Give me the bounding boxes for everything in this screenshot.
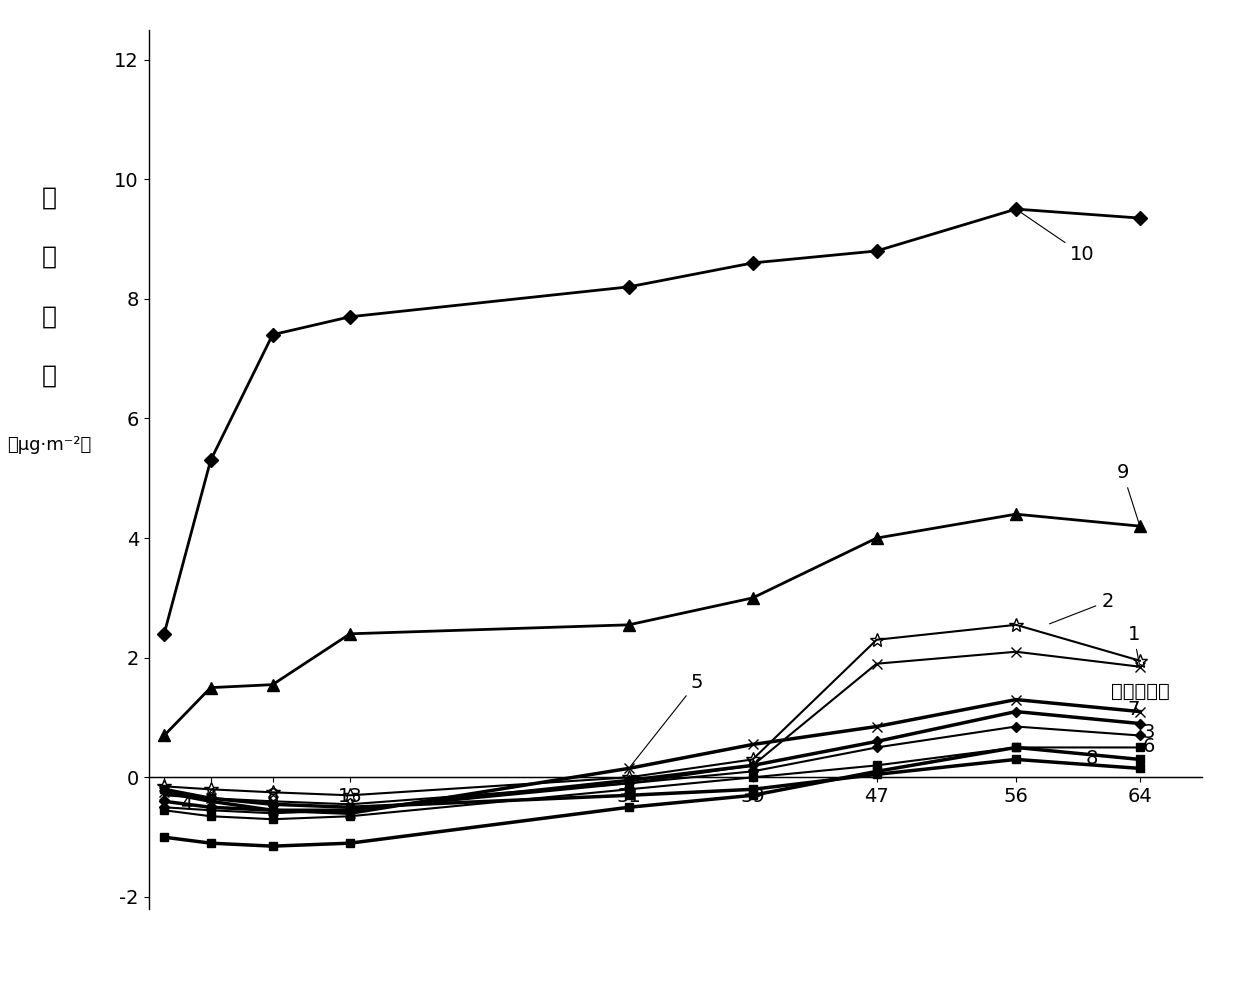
Text: 积: 积 <box>42 245 57 269</box>
Text: 8: 8 <box>1085 749 1098 769</box>
Text: 1: 1 <box>1127 624 1140 664</box>
Text: （μg·m⁻²）: （μg·m⁻²） <box>7 436 92 453</box>
Text: 6: 6 <box>1142 737 1155 756</box>
Text: 5: 5 <box>631 673 704 767</box>
Text: 2: 2 <box>1049 592 1114 623</box>
Text: 10: 10 <box>1018 210 1095 264</box>
Text: 7: 7 <box>1127 700 1140 718</box>
Text: 率: 率 <box>42 364 57 387</box>
Text: 4: 4 <box>180 795 192 814</box>
Text: 累: 累 <box>42 186 57 209</box>
Text: 时间（天）: 时间（天） <box>1110 682 1170 701</box>
Text: 3: 3 <box>1142 723 1155 742</box>
Text: 速: 速 <box>42 304 57 328</box>
Text: 9: 9 <box>1116 463 1139 524</box>
